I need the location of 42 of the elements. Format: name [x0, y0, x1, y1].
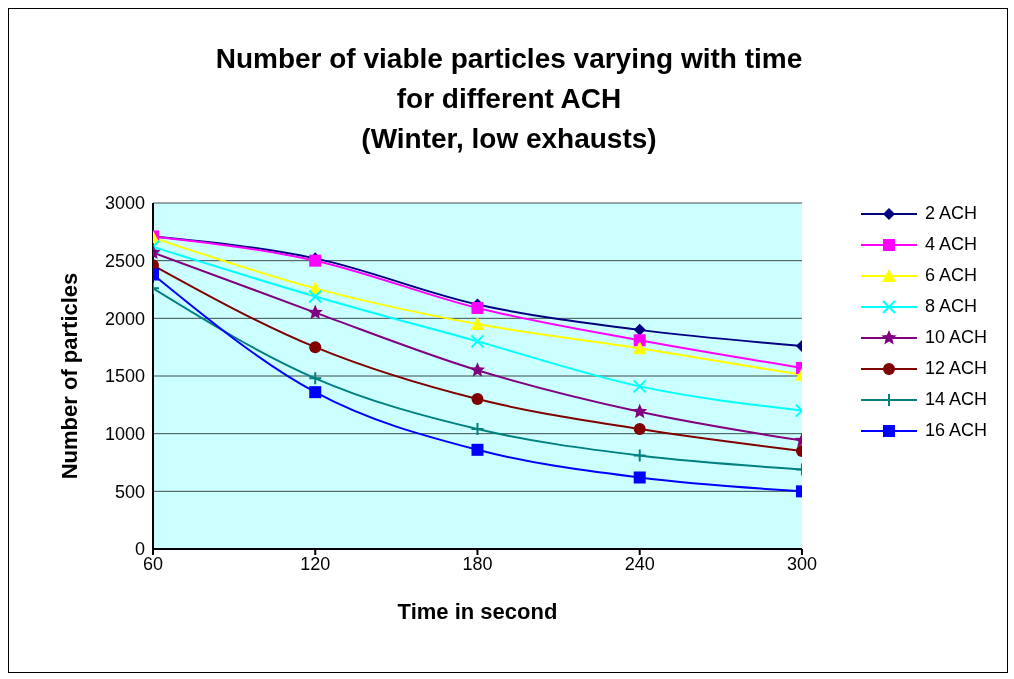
y-tick-label: 2000 — [104, 308, 145, 329]
point — [470, 422, 485, 437]
legend-label: 6 ACH — [924, 265, 977, 286]
point — [309, 341, 322, 354]
point — [632, 403, 648, 419]
legend-label: 14 ACH — [924, 389, 987, 410]
point — [469, 362, 486, 377]
legend-label: 16 ACH — [924, 420, 987, 441]
y-tick-label: 3000 — [104, 193, 145, 214]
legend-label: 2 ACH — [924, 203, 977, 224]
y-tick-label: 1500 — [104, 366, 145, 387]
y-tick-label: 1000 — [104, 424, 145, 445]
point — [308, 371, 323, 386]
point — [470, 317, 485, 331]
chart-title: Number of viable particles varying with time for different ACH (Winter, low exhausts) — [214, 42, 804, 156]
x-tick-label: 300 — [786, 553, 817, 574]
legend-label: 10 ACH — [924, 327, 987, 348]
point — [309, 386, 322, 399]
legend-label: 8 ACH — [924, 296, 977, 317]
point — [633, 334, 646, 347]
legend-label: 4 ACH — [924, 234, 977, 255]
x-tick-label: 240 — [624, 553, 655, 574]
x-tick-label: 180 — [462, 553, 493, 574]
y-tick-label: 500 — [114, 481, 145, 502]
y-axis-title: Number of particles — [56, 272, 82, 480]
x-axis-title: Time in second — [397, 599, 558, 624]
point — [633, 471, 646, 484]
point — [633, 423, 646, 436]
legend-label: 12 ACH — [924, 358, 987, 379]
point — [632, 448, 647, 463]
point — [470, 334, 485, 349]
point — [471, 443, 484, 456]
y-tick-label: 2500 — [104, 251, 145, 272]
x-tick-label: 120 — [300, 553, 331, 574]
point — [307, 304, 323, 320]
y-tick-label: 0 — [134, 539, 145, 560]
point — [471, 393, 484, 406]
point — [632, 379, 647, 394]
point — [632, 341, 647, 355]
point — [308, 289, 323, 304]
point — [633, 323, 646, 336]
x-tick-label: 60 — [142, 553, 164, 574]
